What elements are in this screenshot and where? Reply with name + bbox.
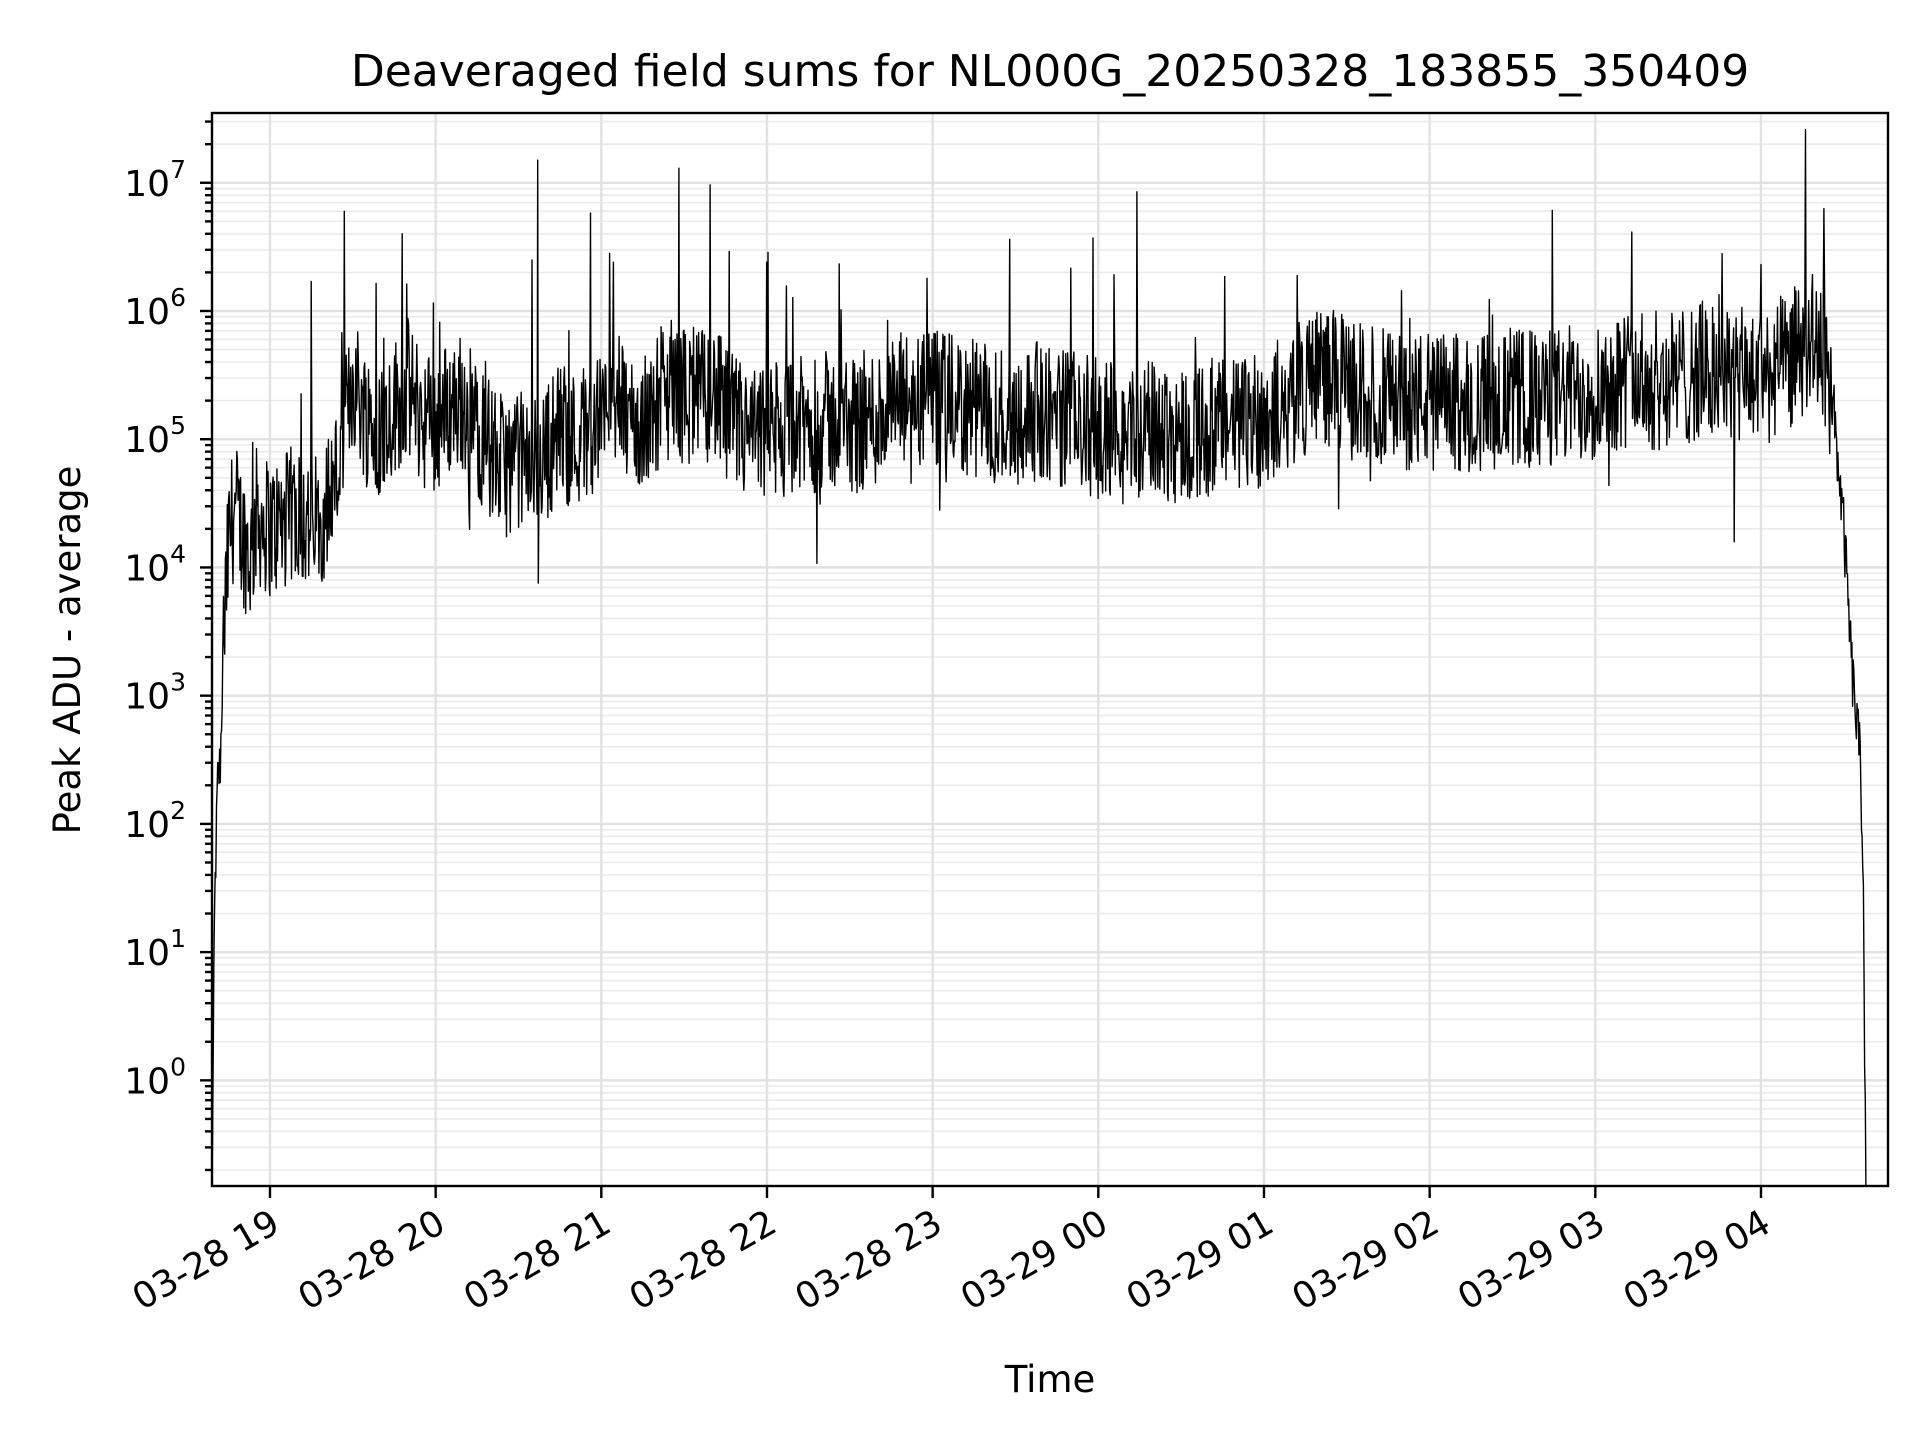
y-tick-labels: 100 101 102 103 104 105 106 107 — [124, 155, 186, 1103]
y-tick-label: 101 — [124, 924, 186, 974]
x-tick-label: 03-29 04 — [1617, 1202, 1778, 1318]
y-tick-label: 107 — [124, 155, 186, 205]
x-tick-label: 03-28 22 — [623, 1202, 784, 1318]
grid — [212, 113, 1888, 1186]
y-tick-label: 100 — [124, 1052, 186, 1102]
series-layer — [211, 128, 1867, 1187]
x-axis-label: Time — [1004, 1358, 1096, 1401]
x-tick-label: 03-29 02 — [1285, 1202, 1446, 1318]
series-line — [211, 128, 1867, 1187]
plot-frame — [210, 111, 1890, 1188]
y-tick-label: 106 — [124, 283, 186, 333]
x-tick-label: 03-29 01 — [1120, 1202, 1281, 1318]
x-tick-label: 03-28 19 — [126, 1202, 287, 1318]
tick-marks — [200, 120, 1763, 1198]
x-tick-label: 03-28 23 — [788, 1202, 949, 1318]
y-axis-label: Peak ADU - average — [46, 466, 89, 835]
y-tick-label: 103 — [124, 668, 186, 718]
chart-title: Deaveraged field sums for NL000G_2025032… — [351, 46, 1749, 97]
y-tick-label: 102 — [124, 796, 186, 846]
y-tick-label: 104 — [124, 539, 186, 589]
x-tick-label: 03-28 21 — [457, 1202, 618, 1318]
y-tick-label: 105 — [124, 411, 186, 461]
x-tick-label: 03-29 03 — [1451, 1202, 1612, 1318]
x-tick-labels: 03-28 19 03-28 20 03-28 21 03-28 22 03-28 23… — [126, 1202, 1778, 1318]
x-tick-label: 03-28 20 — [291, 1202, 452, 1318]
x-tick-label: 03-29 00 — [954, 1202, 1115, 1318]
